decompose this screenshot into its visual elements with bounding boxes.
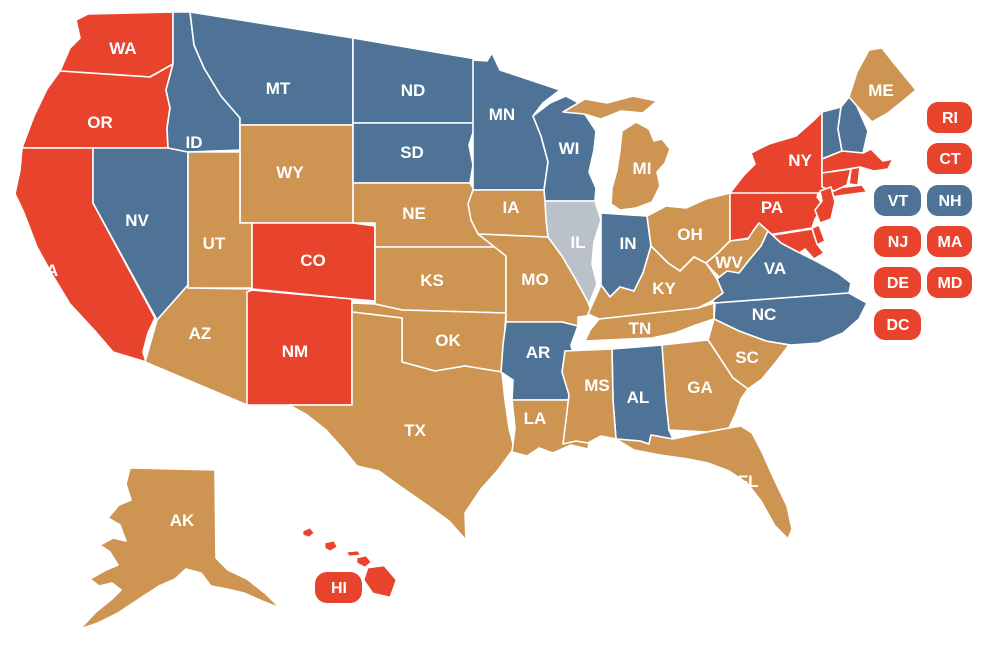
- state-tn[interactable]: [584, 302, 715, 342]
- state-ri[interactable]: [848, 166, 861, 186]
- state-or[interactable]: [21, 63, 174, 149]
- state-co[interactable]: [251, 222, 376, 302]
- state-nj[interactable]: [814, 186, 836, 224]
- state-me[interactable]: [848, 47, 917, 123]
- hawaii-island-oahu[interactable]: [324, 540, 338, 552]
- state-ms[interactable]: [561, 348, 617, 445]
- state-az[interactable]: [144, 284, 253, 406]
- hawaii-island-big-island[interactable]: [363, 565, 397, 598]
- state-sd[interactable]: [352, 122, 477, 184]
- state-hi[interactable]: [302, 527, 397, 598]
- state-wi[interactable]: [532, 95, 597, 202]
- hawaii-island-kauai[interactable]: [302, 527, 315, 538]
- pill-ma[interactable]: MA: [927, 226, 972, 257]
- hawaii-island-molokai[interactable]: [346, 550, 361, 557]
- pill-nh[interactable]: NH: [927, 185, 972, 216]
- state-mi[interactable]: [562, 95, 671, 211]
- state-wy[interactable]: [239, 124, 354, 224]
- pill-vt[interactable]: VT: [874, 185, 921, 216]
- state-nm[interactable]: [246, 289, 353, 406]
- pill-ct[interactable]: CT: [927, 143, 972, 174]
- pill-hi[interactable]: HI: [315, 572, 362, 603]
- state-ak[interactable]: [79, 467, 281, 630]
- hawaii-island-maui[interactable]: [356, 555, 372, 568]
- state-shapes: [14, 11, 917, 630]
- state-fl[interactable]: [615, 425, 793, 540]
- pill-nj[interactable]: NJ: [874, 226, 921, 257]
- state-ks[interactable]: [374, 246, 507, 314]
- state-wa[interactable]: [59, 11, 174, 78]
- state-tx[interactable]: [288, 311, 515, 541]
- state-ct[interactable]: [821, 168, 852, 192]
- pill-dc[interactable]: DC: [874, 309, 921, 340]
- state-nd[interactable]: [352, 37, 488, 124]
- state-va[interactable]: [711, 230, 852, 304]
- pill-de[interactable]: DE: [874, 267, 921, 298]
- state-nc[interactable]: [713, 292, 868, 346]
- pill-md[interactable]: MD: [927, 267, 972, 298]
- pill-ri[interactable]: RI: [927, 102, 972, 133]
